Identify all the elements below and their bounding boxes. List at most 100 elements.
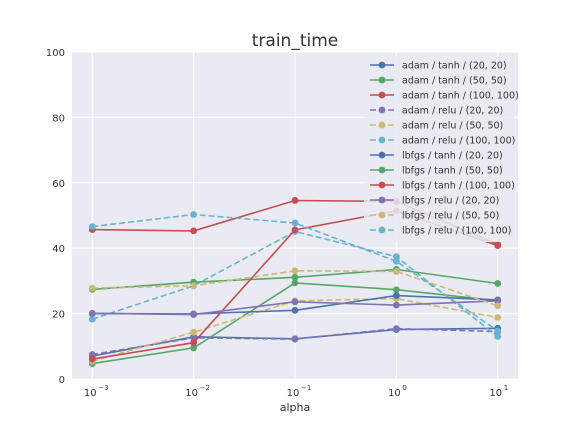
series xyxy=(88,211,502,335)
legend-box xyxy=(364,56,514,242)
x-tick-label: 10 xyxy=(84,388,97,399)
legend-marker xyxy=(378,226,386,234)
legend-item: lbfgs / relu / (100, 100) xyxy=(370,226,511,237)
series xyxy=(88,267,502,310)
legend-item: adam / tanh / (50, 50) xyxy=(370,76,507,87)
legend-item: adam / relu / (50, 50) xyxy=(370,121,503,132)
data-point xyxy=(392,292,400,300)
data-point xyxy=(291,273,299,281)
data-point xyxy=(88,223,96,231)
legend-marker xyxy=(378,121,386,129)
legend-label: lbfgs / relu / (100, 100) xyxy=(402,226,511,237)
y-tick-label: 40 xyxy=(52,244,65,255)
data-point xyxy=(190,227,198,235)
y-tick-label: 80 xyxy=(52,113,65,124)
legend-item: lbfgs / tanh / (20, 20) xyxy=(370,151,503,162)
y-axis: 0 20 40 60 80 100 xyxy=(46,48,65,386)
legend-item: lbfgs / relu / (50, 50) xyxy=(370,211,499,222)
y-tick-label: 100 xyxy=(46,48,65,59)
legend-item: adam / relu / (20, 20) xyxy=(370,106,503,117)
legend-marker xyxy=(378,181,386,189)
data-point xyxy=(291,267,299,275)
data-point xyxy=(494,280,502,287)
data-point xyxy=(392,325,400,333)
x-tick-exponent: −2 xyxy=(200,384,210,392)
legend-item: lbfgs / relu / (20, 20) xyxy=(370,196,499,207)
legend-label: lbfgs / tanh / (50, 50) xyxy=(402,166,503,177)
data-point xyxy=(190,311,198,318)
data-point xyxy=(392,268,400,275)
legend-label: lbfgs / tanh / (20, 20) xyxy=(402,151,503,162)
data-point xyxy=(392,301,400,309)
legend-marker xyxy=(378,151,386,159)
x-tick-exponent: −1 xyxy=(301,384,311,392)
legend-item: lbfgs / tanh / (100, 100) xyxy=(370,181,515,192)
data-point xyxy=(494,327,502,335)
x-tick-label: 10 xyxy=(287,388,300,399)
y-tick-label: 20 xyxy=(52,310,65,321)
x-tick-exponent: 1 xyxy=(504,384,508,392)
x-tick-label: 10 xyxy=(185,388,198,399)
legend-item: adam / tanh / (100, 100) xyxy=(370,91,519,102)
x-axis-label: alpha xyxy=(280,401,311,414)
data-point xyxy=(190,282,198,290)
data-point xyxy=(494,333,502,340)
data-point xyxy=(494,302,502,310)
legend-marker xyxy=(378,196,386,204)
data-point xyxy=(291,226,299,234)
data-point xyxy=(291,197,299,204)
chart-title: train_time xyxy=(252,31,338,51)
data-point xyxy=(88,355,96,363)
legend-item: adam / tanh / (20, 20) xyxy=(370,61,507,72)
data-point xyxy=(190,339,198,347)
legend-label: adam / tanh / (50, 50) xyxy=(402,76,507,87)
legend-marker xyxy=(378,136,386,144)
data-point xyxy=(88,309,96,317)
legend-marker xyxy=(378,61,386,69)
legend-marker xyxy=(378,166,386,174)
data-point xyxy=(392,286,400,294)
legend-label: adam / relu / (50, 50) xyxy=(402,121,503,132)
legend-item: adam / relu / (100, 100) xyxy=(370,136,515,147)
legend-label: lbfgs / relu / (50, 50) xyxy=(402,211,499,222)
data-point xyxy=(291,219,299,227)
legend-marker xyxy=(378,211,386,219)
data-point xyxy=(392,257,400,265)
legend-label: adam / tanh / (100, 100) xyxy=(402,91,519,102)
legend-marker xyxy=(378,76,386,84)
legend-label: lbfgs / relu / (20, 20) xyxy=(402,196,499,207)
data-point xyxy=(291,335,299,343)
data-point xyxy=(494,314,502,321)
x-tick-exponent: 0 xyxy=(402,384,406,392)
data-point xyxy=(190,211,198,218)
data-point xyxy=(88,315,96,323)
legend-item: lbfgs / tanh / (50, 50) xyxy=(370,166,503,177)
data-point xyxy=(291,298,299,306)
data-point xyxy=(88,284,96,292)
x-tick-exponent: −3 xyxy=(98,384,108,392)
legend-marker xyxy=(378,106,386,114)
y-tick-label: 0 xyxy=(59,375,65,386)
data-point xyxy=(190,328,198,336)
x-axis: 10 −3 10 −2 10 −1 10 0 10 1 xyxy=(84,384,508,399)
data-point xyxy=(494,242,502,249)
legend-label: adam / relu / (20, 20) xyxy=(402,106,503,117)
x-tick-label: 10 xyxy=(388,388,401,399)
legend-marker xyxy=(378,91,386,99)
data-point xyxy=(190,334,198,342)
series xyxy=(88,297,502,318)
series-line xyxy=(92,327,498,356)
data-point xyxy=(291,306,299,314)
series-layer xyxy=(88,197,502,368)
x-tick-label: 10 xyxy=(489,388,502,399)
data-point xyxy=(291,279,299,287)
legend-label: adam / relu / (100, 100) xyxy=(402,136,515,147)
series xyxy=(88,279,502,368)
y-tick-label: 60 xyxy=(52,179,65,190)
legend: adam / tanh / (20, 20) adam / tanh / (50,… xyxy=(364,56,519,242)
legend-label: lbfgs / tanh / (100, 100) xyxy=(402,181,515,192)
data-point xyxy=(494,297,502,305)
data-point xyxy=(190,344,198,352)
legend-label: adam / tanh / (20, 20) xyxy=(402,61,507,72)
